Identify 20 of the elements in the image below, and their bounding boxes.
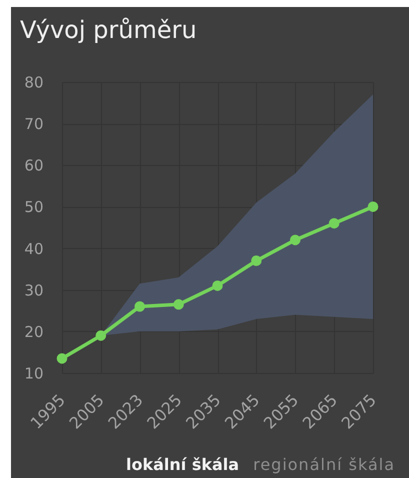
text: regionální škála: [253, 455, 395, 474]
point: [290, 234, 300, 246]
y-tick-label: 80: [24, 74, 44, 92]
text: lokální škála: [126, 455, 240, 474]
point: [251, 256, 262, 266]
y-tick-label: 50: [24, 198, 44, 216]
point: [328, 218, 340, 229]
y-tick-label: 60: [24, 156, 44, 175]
point: [96, 330, 106, 341]
y-tick-label: 40: [24, 240, 44, 258]
y-tick-label: 70: [24, 115, 44, 134]
point: [134, 301, 145, 312]
y-tick-label: 30: [24, 281, 44, 300]
y-tick-label: 20: [24, 322, 44, 341]
point: [368, 201, 378, 212]
y-tick-label: 10: [24, 364, 44, 382]
chart-title: Vývoj průměru: [20, 16, 197, 44]
point: [212, 280, 223, 291]
point: [56, 353, 68, 364]
point: [173, 299, 184, 310]
